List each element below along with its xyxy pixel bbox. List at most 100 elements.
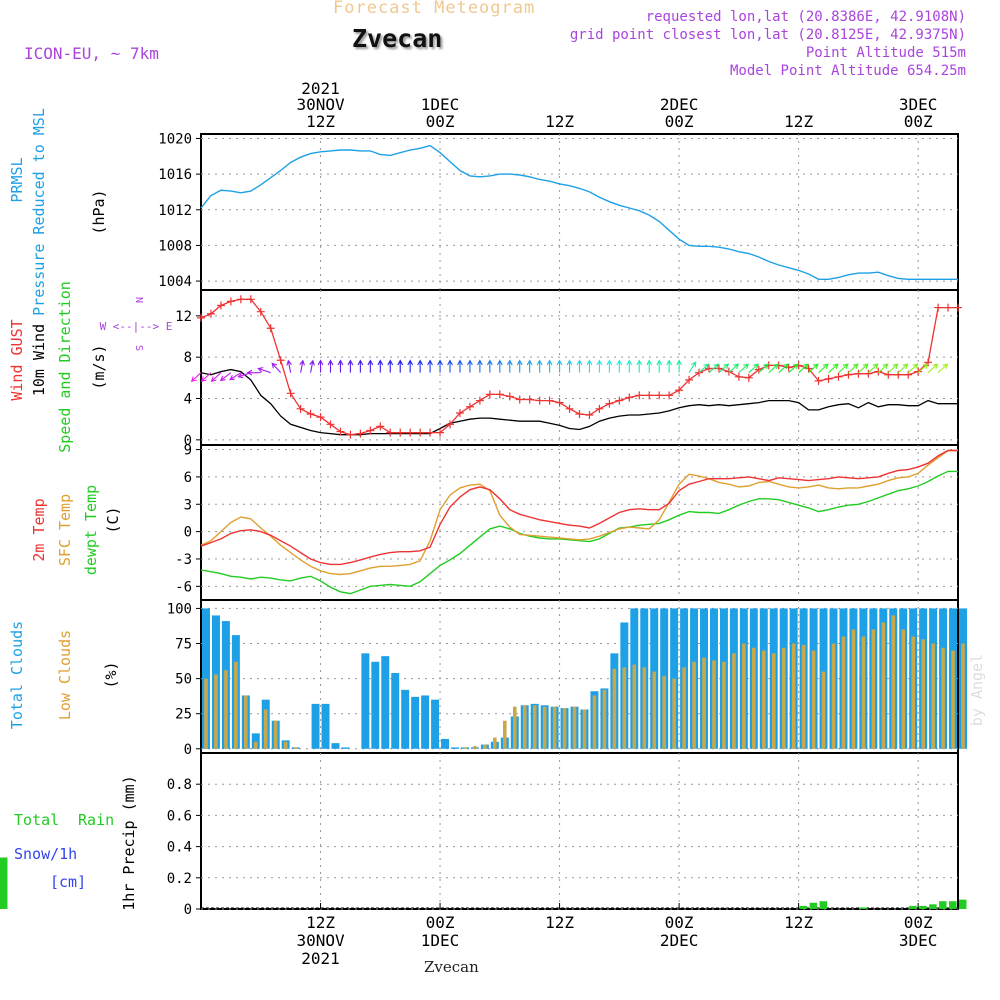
- total-cloud-bar: [341, 747, 350, 749]
- wind-direction-arrow: [606, 359, 613, 373]
- rain-bar: [799, 905, 808, 909]
- wind-direction-arrow: [666, 359, 673, 373]
- wind-gust-marker: [575, 410, 584, 418]
- wind-direction-arrow: [246, 369, 261, 376]
- time-top-hour: 12Z: [306, 112, 335, 131]
- low-cloud-bar: [951, 650, 955, 749]
- temperature-ytick-label: 0: [184, 525, 192, 541]
- temperature-ytick-label: 6: [184, 470, 192, 486]
- low-cloud-bar: [582, 709, 587, 749]
- low-cloud-bar: [483, 744, 487, 749]
- wind-direction-arrow: [397, 359, 404, 373]
- wind-direction-arrow: [190, 372, 202, 382]
- pressure-frame: [200, 133, 959, 291]
- wind-direction-arrow: [309, 359, 315, 373]
- snow-unit-legend: [cm]: [50, 873, 86, 891]
- low-cloud-bar: [901, 629, 906, 749]
- total-cloud-bar: [421, 695, 430, 749]
- wind-gust-marker: [645, 391, 654, 400]
- wind-gust-marker: [366, 426, 375, 435]
- wind-gust-marker: [236, 295, 245, 304]
- wind-direction-arrow: [937, 363, 949, 374]
- total-cloud-bar: [331, 743, 340, 749]
- temp-unit-label: (C): [104, 506, 122, 533]
- wind-direction-arrow: [486, 359, 493, 373]
- wind-direction-arrow: [718, 363, 730, 374]
- precip-ytick-label: 0: [184, 902, 192, 918]
- prmsl-line: [200, 144, 958, 280]
- total-cloud-bar: [321, 703, 330, 749]
- wind-direction-arrow: [917, 363, 929, 374]
- wind-gust-marker: [216, 301, 225, 310]
- wind-gust-marker: [864, 369, 873, 378]
- wind-gust-marker: [585, 411, 594, 420]
- wind-direction-arrow: [758, 363, 769, 374]
- sfc-temp-line: [200, 449, 958, 576]
- low-cloud-bar: [612, 668, 617, 749]
- precip-frame: [200, 752, 959, 910]
- wind-direction-arrow: [867, 363, 879, 374]
- time-top-hour: 00Z: [426, 112, 455, 131]
- wind-gust-marker: [934, 303, 943, 312]
- wind-direction-arrow: [337, 359, 344, 373]
- wind-gust-marker: [446, 420, 455, 429]
- low-cloud-bar: [642, 667, 647, 749]
- wind-direction-arrow: [566, 359, 573, 373]
- wind-direction-arrow: [556, 359, 563, 373]
- low-cloud-bar: [503, 720, 507, 749]
- low-cloud-bar: [941, 647, 945, 749]
- low-cloud-bar: [811, 650, 816, 749]
- wind-10m-label: 10m Wind: [30, 324, 48, 396]
- wind-direction-arrow: [586, 359, 593, 373]
- wind-rose-west-east: W <--|--> E: [100, 320, 173, 333]
- wind-gust-marker: [535, 396, 544, 405]
- temperature-ytick-label: 3: [184, 497, 192, 513]
- low-cloud-bar: [761, 650, 766, 749]
- wind-gust-marker: [485, 390, 494, 399]
- rain-bar: [929, 904, 937, 909]
- low-cloud-bar: [632, 664, 637, 749]
- low-cloud-bar: [682, 667, 686, 749]
- total-cloud-bar: [670, 608, 679, 749]
- low-cloud-bar: [562, 708, 567, 749]
- rain-bar: [949, 901, 957, 909]
- wind-direction-arrow: [317, 359, 324, 373]
- low-cloud-bar: [871, 629, 876, 749]
- low-cloud-bar: [891, 615, 896, 749]
- rain-bar: [959, 899, 967, 909]
- precip-ytick-label: 0.2: [167, 871, 192, 887]
- low-cloud-bar: [732, 653, 736, 749]
- wind-direction-arrow: [200, 372, 212, 382]
- time-bottom-date: 2DEC: [660, 931, 699, 950]
- wind-gust-label: Wind GUST: [8, 319, 26, 400]
- wind-gust-marker: [595, 404, 604, 413]
- wind-gust-marker: [406, 428, 415, 437]
- total-cloud-bar: [311, 703, 320, 749]
- clouds-panel: 0 25 50 75 100: [167, 599, 967, 758]
- wind-direction-arrow: [536, 359, 543, 373]
- wind-direction-arrow: [676, 359, 682, 373]
- wind-ytick-label: 12: [175, 309, 192, 325]
- wind-direction-arrow: [768, 363, 779, 374]
- wind-gust-marker: [396, 428, 405, 437]
- clouds-ytick-label: 0: [184, 742, 192, 758]
- wind-direction-arrow: [407, 359, 414, 373]
- wind-gust-marker: [206, 309, 215, 318]
- product-title: Forecast Meteogram: [333, 0, 536, 18]
- wind-direction-arrow: [808, 363, 819, 374]
- wind-gust-marker: [615, 396, 624, 405]
- clouds-unit-label: (%): [102, 661, 120, 688]
- time-top-hour: 12Z: [545, 112, 574, 131]
- low-cloud-bar: [722, 661, 726, 749]
- wind-direction-arrow: [546, 359, 553, 373]
- wind-direction-arrow: [496, 359, 503, 373]
- low-cloud-bar: [861, 636, 866, 749]
- wind-direction-arrow: [698, 363, 710, 374]
- wind-gust-marker: [436, 428, 445, 437]
- wind-rose-north: N: [133, 297, 144, 303]
- wind-gust-marker: [954, 303, 962, 312]
- wind-gust-marker: [495, 390, 504, 399]
- wind-gust-marker: [386, 428, 395, 437]
- low-cloud-bar: [273, 720, 278, 749]
